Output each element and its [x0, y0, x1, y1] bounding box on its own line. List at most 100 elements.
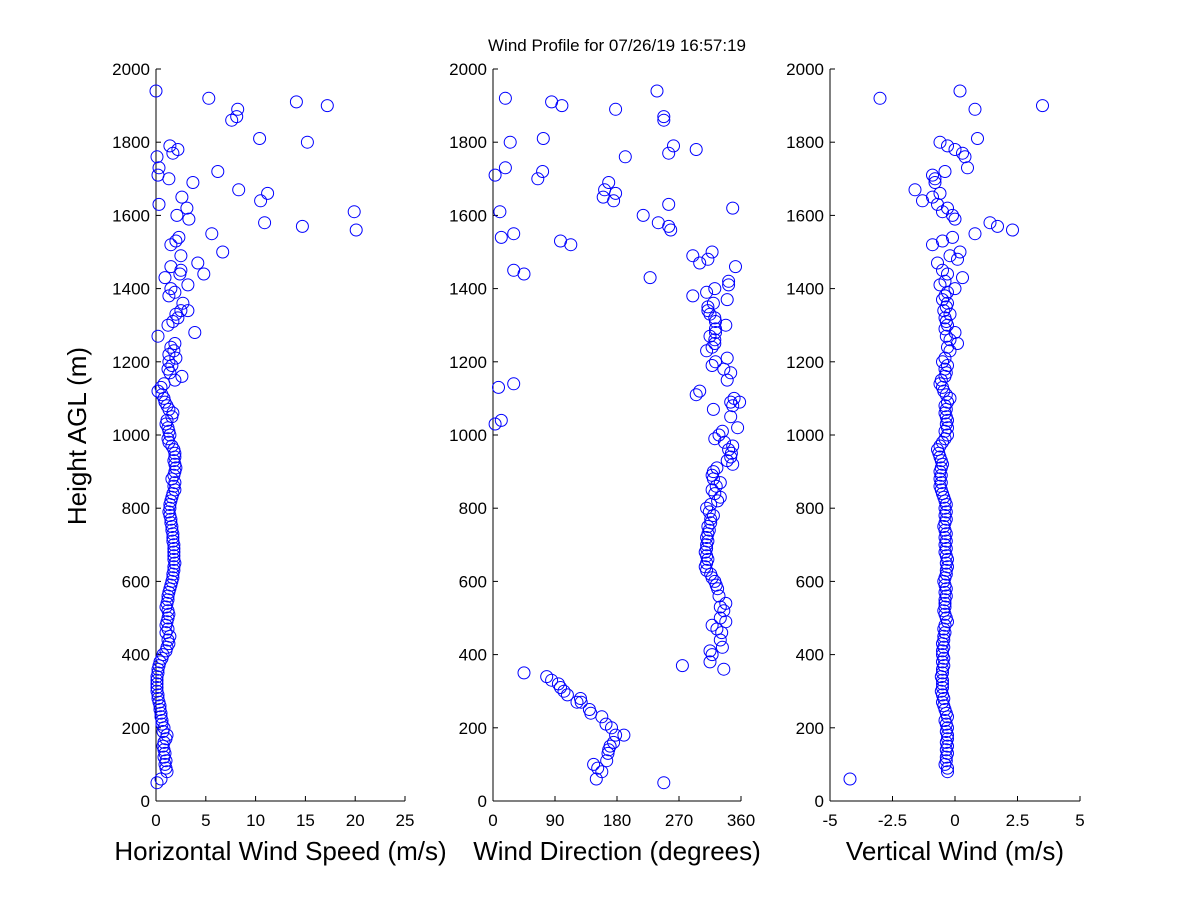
y-tick-label: 0 — [478, 792, 487, 811]
data-point — [599, 717, 613, 731]
data-point — [701, 520, 715, 533]
data-point — [726, 439, 740, 453]
data-point — [705, 245, 719, 259]
y-tick-label: 1400 — [786, 280, 824, 299]
data-point — [168, 285, 182, 299]
data-point — [167, 542, 181, 555]
data-point — [928, 172, 942, 186]
x-tick-label: 15 — [296, 811, 315, 830]
data-point — [939, 556, 953, 570]
data-point — [536, 165, 550, 178]
data-point — [675, 659, 689, 673]
data-point — [657, 776, 671, 790]
x-tick-label: 90 — [546, 811, 565, 830]
data-point — [686, 249, 700, 263]
data-point — [941, 732, 954, 746]
y-tick-label: 600 — [796, 572, 824, 591]
data-point — [936, 487, 949, 501]
data-point — [936, 263, 949, 277]
x-tick-label: 270 — [665, 811, 693, 830]
data-point — [347, 205, 361, 219]
data-point — [197, 267, 211, 281]
chart-title: Wind Profile for 07/26/19 16:57:19 — [488, 36, 746, 55]
x-tick-label: -2.5 — [878, 811, 907, 830]
data-point — [231, 102, 245, 116]
data-point — [154, 710, 168, 724]
data-point — [162, 355, 176, 369]
data-point — [873, 91, 887, 105]
data-point — [166, 531, 180, 544]
data-point — [933, 186, 947, 200]
data-point — [943, 333, 957, 347]
data-point — [574, 695, 588, 709]
data-point — [174, 304, 188, 318]
y-tick-label: 1000 — [112, 426, 150, 445]
data-point — [494, 230, 508, 244]
data-point — [154, 772, 168, 786]
data-point — [545, 95, 559, 109]
data-point — [722, 274, 736, 288]
y-tick-label: 1400 — [112, 280, 150, 299]
data-point — [651, 216, 665, 230]
data-point — [703, 644, 717, 658]
data-point — [230, 110, 244, 124]
data-point — [181, 304, 195, 318]
data-point — [150, 684, 164, 698]
data-point — [953, 245, 967, 259]
data-point — [164, 282, 178, 296]
data-point — [175, 369, 189, 383]
data-point — [503, 135, 517, 149]
data-point — [717, 362, 731, 376]
data-point — [164, 260, 178, 274]
data-point — [494, 413, 508, 427]
data-point — [160, 728, 174, 742]
x-tick-label: 0 — [488, 811, 497, 830]
data-point — [720, 351, 734, 365]
data-point — [166, 534, 180, 548]
y-tick-label: 200 — [459, 719, 487, 738]
data-point — [607, 735, 621, 749]
data-point — [938, 714, 952, 727]
data-point — [941, 421, 954, 435]
data-point — [938, 523, 952, 537]
data-point — [492, 380, 505, 394]
data-point — [587, 757, 601, 771]
y-tick-label: 200 — [122, 719, 150, 738]
data-point — [948, 282, 962, 296]
data-point — [531, 172, 545, 186]
data-point — [946, 230, 959, 244]
data-point — [152, 197, 166, 211]
y-tick-label: 1800 — [449, 133, 487, 152]
data-point — [168, 476, 182, 490]
y-tick-label: 600 — [122, 572, 150, 591]
data-point — [712, 428, 726, 442]
data-point — [159, 754, 173, 768]
data-point — [152, 161, 166, 175]
data-point — [545, 673, 559, 687]
y-tick-label: 1000 — [786, 426, 824, 445]
data-point — [726, 399, 740, 413]
data-point — [936, 648, 949, 662]
data-point — [191, 256, 205, 270]
data-point — [936, 677, 949, 691]
data-point — [933, 439, 947, 453]
data-point — [948, 143, 962, 156]
data-point — [693, 384, 707, 398]
data-point — [617, 728, 631, 742]
data-point — [536, 132, 550, 145]
data-point — [938, 703, 952, 716]
panel-3: 0 200 400 600 800 1000 1200 1400 1600 1800 2000 -5 -… — [786, 60, 1085, 866]
data-point — [938, 399, 952, 413]
data-point — [554, 234, 567, 248]
data-point — [149, 84, 163, 98]
data-point — [719, 596, 733, 610]
data-point — [175, 190, 189, 204]
data-point — [171, 143, 185, 156]
data-point — [968, 227, 982, 241]
data-point — [582, 703, 596, 716]
data-point — [151, 329, 165, 343]
data-point — [289, 95, 303, 109]
data-point — [700, 542, 714, 555]
data-point — [983, 216, 997, 230]
data-point — [928, 176, 942, 189]
